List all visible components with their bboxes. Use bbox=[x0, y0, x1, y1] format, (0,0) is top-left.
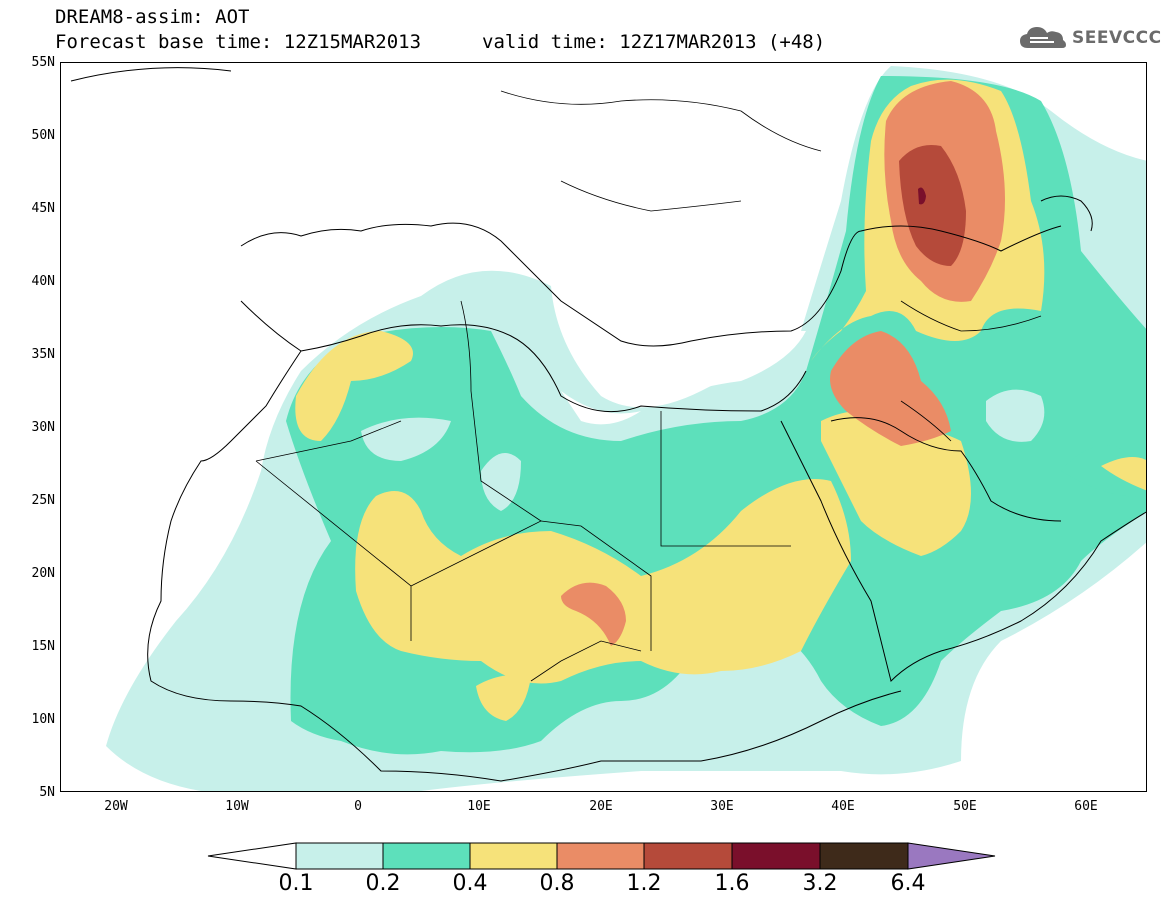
colorbar-swatch-0.2 bbox=[382, 842, 471, 870]
lat-label-35n: 35N bbox=[31, 347, 55, 362]
lat-label-30n: 30N bbox=[31, 420, 55, 435]
lat-label-20n: 20N bbox=[31, 566, 55, 581]
colorbar-under-arrow bbox=[207, 842, 297, 870]
lat-label-40n: 40N bbox=[31, 274, 55, 289]
colorbar-swatch-0.8 bbox=[556, 842, 645, 870]
colorbar-label-0.4: 0.4 bbox=[452, 871, 488, 896]
cloud-icon bbox=[1020, 27, 1066, 48]
forecast-base-time: Forecast base time: 12Z15MAR2013 bbox=[55, 31, 422, 53]
coastlines bbox=[70, 67, 1146, 782]
lat-label-50n: 50N bbox=[31, 128, 55, 143]
country-borders bbox=[255, 90, 1042, 682]
lat-label-15n: 15N bbox=[31, 639, 55, 654]
colorbar-label-3.2: 3.2 bbox=[802, 871, 838, 896]
colorbar-label-0.8: 0.8 bbox=[539, 871, 575, 896]
lat-label-45n: 45N bbox=[31, 201, 55, 216]
colorbar-swatch-0.4 bbox=[469, 842, 558, 870]
lon-label-30e: 30E bbox=[710, 799, 734, 814]
colorbar-swatch-0.1 bbox=[295, 842, 384, 870]
lon-label-10e: 10E bbox=[467, 799, 491, 814]
lat-label-55n: 55N bbox=[31, 55, 55, 70]
lon-label-20w: 20W bbox=[104, 799, 128, 814]
colorbar-swatch-3.2 bbox=[819, 842, 909, 870]
map-title: DREAM8-assim: AOT bbox=[55, 6, 250, 28]
lon-label-10w: 10W bbox=[225, 799, 249, 814]
seevccc-logo: SEEVCCC bbox=[1018, 24, 1162, 52]
lon-label-60e: 60E bbox=[1074, 799, 1098, 814]
lon-label-0: 0 bbox=[354, 799, 362, 814]
colorbar-label-1.2: 1.2 bbox=[626, 871, 662, 896]
aot-map bbox=[60, 62, 1147, 792]
colorbar-label-0.2: 0.2 bbox=[365, 871, 401, 896]
lat-label-25n: 25N bbox=[31, 493, 55, 508]
colorbar-label-0.1: 0.1 bbox=[278, 871, 314, 896]
lat-label-10n: 10N bbox=[31, 712, 55, 727]
lon-label-20e: 20E bbox=[589, 799, 613, 814]
lon-label-40e: 40E bbox=[831, 799, 855, 814]
aot-contour-1.2 bbox=[899, 145, 966, 266]
colorbar-swatch-1.6 bbox=[731, 842, 821, 870]
colorbar-label-1.6: 1.6 bbox=[714, 871, 750, 896]
logo-text: SEEVCCC bbox=[1072, 28, 1162, 48]
aot-field-svg bbox=[70, 66, 1146, 791]
aot-contour-0.1-inner bbox=[361, 389, 1045, 511]
colorbar-label-6.4: 6.4 bbox=[890, 871, 926, 896]
lat-label-5n: 5N bbox=[39, 785, 55, 800]
colorbar-over-arrow bbox=[907, 842, 996, 870]
colorbar-swatch-1.2 bbox=[643, 842, 733, 870]
lon-label-50e: 50E bbox=[953, 799, 977, 814]
aot-contour-1.6 bbox=[918, 187, 926, 205]
valid-time: valid time: 12Z17MAR2013 (+48) bbox=[482, 31, 826, 53]
